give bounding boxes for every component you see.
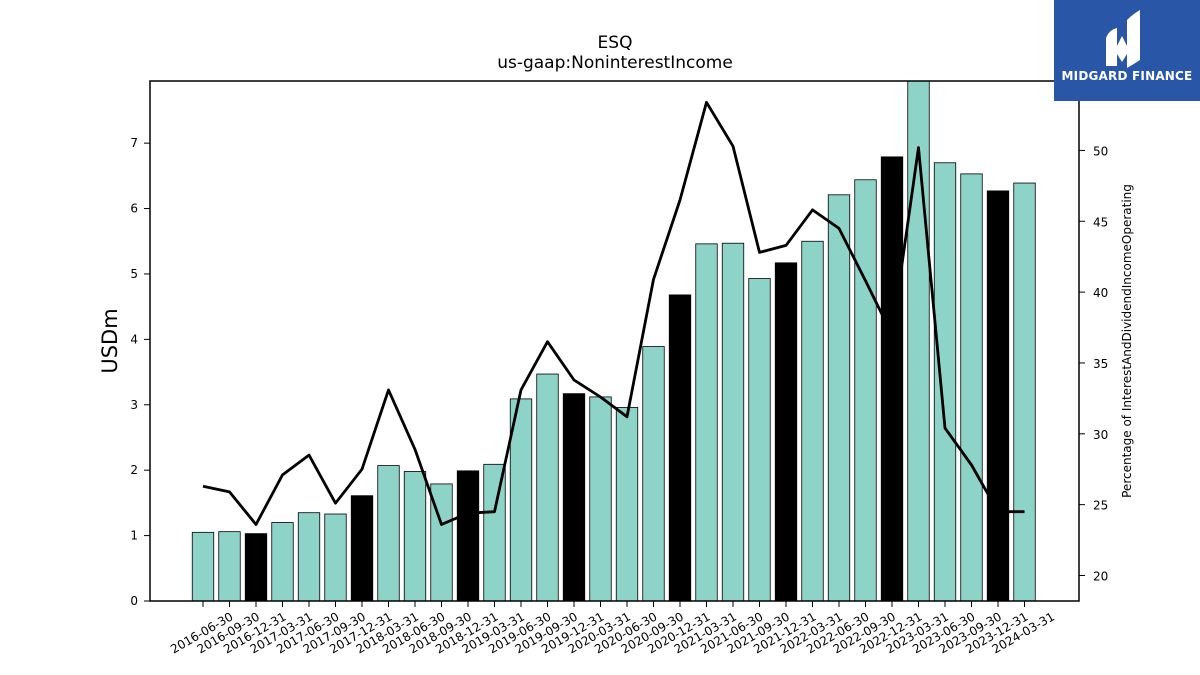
line-path bbox=[202, 100, 1025, 526]
y-tick-label-left: 7 bbox=[130, 136, 138, 150]
bar bbox=[774, 262, 798, 602]
y-tick-label-right: 30 bbox=[1093, 428, 1108, 442]
bar bbox=[721, 242, 745, 602]
bar bbox=[297, 512, 321, 602]
bar bbox=[695, 243, 718, 602]
bar bbox=[191, 531, 215, 602]
bar bbox=[403, 471, 427, 602]
line-series bbox=[202, 100, 1025, 526]
bar bbox=[642, 346, 665, 602]
bar bbox=[880, 156, 904, 602]
bar bbox=[960, 173, 983, 602]
bar bbox=[827, 194, 851, 602]
axes: 01234567202530354045502016-06-302016-09-… bbox=[130, 80, 1108, 656]
bar bbox=[562, 393, 586, 602]
bar bbox=[854, 179, 877, 602]
midgard-finance-logo: MIDGARD FINANCE bbox=[1054, 0, 1200, 101]
y-tick-label-left: 6 bbox=[130, 202, 138, 216]
bar bbox=[377, 465, 400, 602]
midgard-logo-icon bbox=[1106, 10, 1140, 68]
y-axis-label-right: Percentage of InterestAndDividendIncomeO… bbox=[1120, 184, 1134, 498]
y-tick-label-right: 25 bbox=[1093, 499, 1108, 513]
bar bbox=[615, 406, 639, 602]
y-tick-label-left: 5 bbox=[130, 267, 138, 281]
y-tick-label-left: 1 bbox=[130, 529, 138, 543]
y-tick-label-left: 0 bbox=[130, 594, 138, 608]
logo-text: MIDGARD FINANCE bbox=[1061, 69, 1193, 83]
y-tick-label-right: 20 bbox=[1093, 569, 1108, 583]
bar bbox=[933, 162, 957, 602]
bar-series bbox=[191, 80, 1036, 602]
y-tick-label-right: 50 bbox=[1093, 144, 1108, 158]
bar bbox=[668, 294, 692, 602]
y-tick-label-right: 40 bbox=[1093, 286, 1108, 300]
bar bbox=[244, 533, 268, 602]
bar bbox=[324, 513, 347, 602]
bar bbox=[456, 470, 480, 602]
y-tick-label-left: 3 bbox=[130, 398, 138, 412]
y-tick-label-right: 35 bbox=[1093, 357, 1108, 371]
chart-title: ESQ bbox=[598, 33, 633, 53]
y-tick-label-right: 45 bbox=[1093, 215, 1108, 229]
chart-subtitle: us-gaap:NoninterestIncome bbox=[497, 53, 733, 73]
bar bbox=[589, 396, 612, 602]
bar bbox=[748, 278, 771, 602]
plot-frame bbox=[149, 80, 1080, 602]
y-tick-label-left: 4 bbox=[130, 332, 138, 346]
y-tick-label-left: 2 bbox=[130, 463, 138, 477]
bar bbox=[350, 495, 374, 602]
bar bbox=[536, 373, 559, 602]
bar bbox=[986, 190, 1010, 602]
y-axis-label-left: USDm bbox=[98, 308, 122, 373]
bar bbox=[271, 522, 294, 602]
bar bbox=[218, 531, 241, 602]
bar bbox=[801, 240, 824, 602]
bar bbox=[483, 463, 506, 602]
bar bbox=[1013, 182, 1036, 602]
